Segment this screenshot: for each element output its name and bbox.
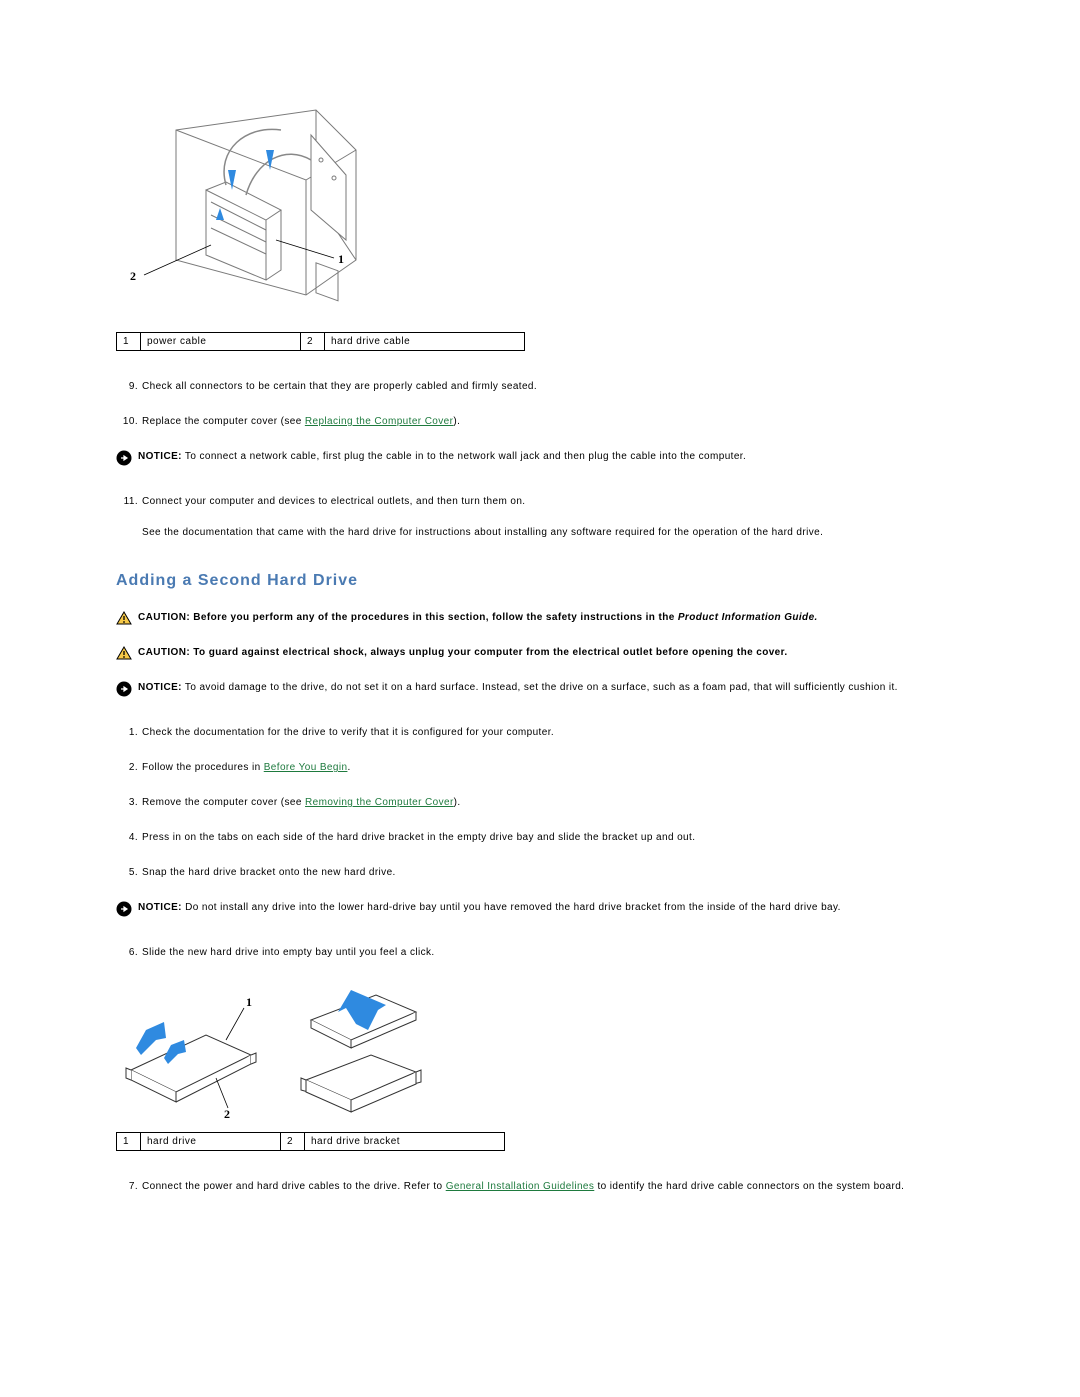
step-10: 10. Replace the computer cover (see Repl… (116, 414, 964, 429)
diagram2-callout-1: 1 (246, 995, 252, 1009)
table-cell: hard drive bracket (305, 1133, 505, 1151)
notice-icon (116, 449, 138, 466)
diagram-hdd-install: 1 2 1 power cable 2 hard drive cable (116, 90, 964, 351)
link-before-you-begin[interactable]: Before You Begin (264, 762, 348, 773)
notice-foam-pad: NOTICE: To avoid damage to the drive, do… (116, 680, 964, 697)
caution-icon (116, 645, 138, 660)
steps-second-hdd: 1. Check the documentation for the drive… (116, 725, 964, 880)
step-6: 6. Slide the new hard drive into empty b… (116, 945, 964, 960)
table-cell: hard drive cable (325, 333, 525, 351)
caution-icon (116, 610, 138, 625)
link-replacing-cover[interactable]: Replacing the Computer Cover (305, 416, 454, 427)
steps-continued: 9. Check all connectors to be certain th… (116, 379, 964, 429)
step-7: 7. Connect the power and hard drive cabl… (116, 1179, 964, 1194)
heading-adding-second-hdd: Adding a Second Hard Drive (116, 572, 964, 590)
notice-lower-bay: NOTICE: Do not install any drive into th… (116, 900, 964, 917)
step-1: 1. Check the documentation for the drive… (116, 725, 964, 740)
table-cell: 2 (301, 333, 325, 351)
diagram-bracket: 1 2 1 hard drive (116, 980, 964, 1151)
step-4: 4. Press in on the tabs on each side of … (116, 830, 964, 845)
diagram-bracket-svg: 1 2 (116, 980, 446, 1120)
notice-icon (116, 680, 138, 697)
diagram-hdd-install-svg: 1 2 (116, 90, 376, 320)
link-removing-cover[interactable]: Removing the Computer Cover (305, 797, 454, 808)
diagram1-callout-table: 1 power cable 2 hard drive cable (116, 332, 525, 351)
table-cell: 1 (117, 333, 141, 351)
diagram2-callout-2: 2 (224, 1107, 230, 1120)
table-cell: power cable (141, 333, 301, 351)
step-3: 3. Remove the computer cover (see Removi… (116, 795, 964, 810)
step-9: 9. Check all connectors to be certain th… (116, 379, 964, 394)
notice-icon (116, 900, 138, 917)
steps-second-hdd-cont: 6. Slide the new hard drive into empty b… (116, 945, 964, 960)
steps-continued-2: 11. Connect your computer and devices to… (116, 494, 964, 540)
diagram1-callout-2: 2 (130, 269, 136, 283)
caution-shock: CAUTION: To guard against electrical sho… (116, 645, 964, 660)
link-general-install[interactable]: General Installation Guidelines (446, 1181, 595, 1192)
table-cell: hard drive (141, 1133, 281, 1151)
caution-safety: CAUTION: Before you perform any of the p… (116, 610, 964, 625)
step-5: 5. Snap the hard drive bracket onto the … (116, 865, 964, 880)
step-11: 11. Connect your computer and devices to… (116, 494, 964, 540)
step-2: 2. Follow the procedures in Before You B… (116, 760, 964, 775)
table-cell: 1 (117, 1133, 141, 1151)
table-cell: 2 (281, 1133, 305, 1151)
diagram1-callout-1: 1 (338, 252, 344, 266)
notice-network-cable: NOTICE: To connect a network cable, firs… (116, 449, 964, 466)
diagram2-callout-table: 1 hard drive 2 hard drive bracket (116, 1132, 505, 1151)
steps-second-hdd-7: 7. Connect the power and hard drive cabl… (116, 1179, 964, 1194)
